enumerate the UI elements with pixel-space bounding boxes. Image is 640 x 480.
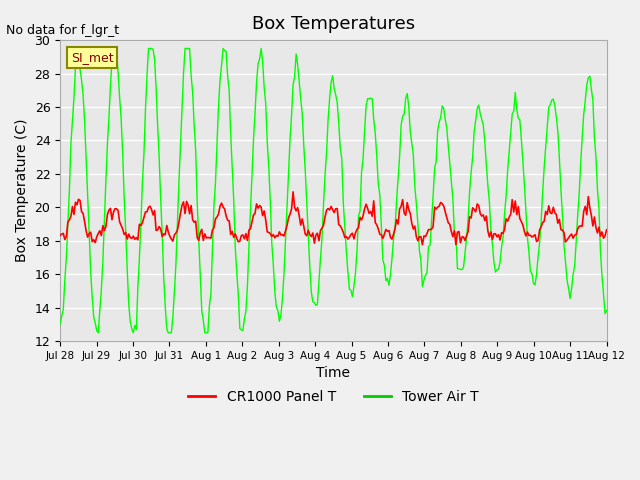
Legend: CR1000 Panel T, Tower Air T: CR1000 Panel T, Tower Air T [182,384,484,409]
Title: Box Temperatures: Box Temperatures [252,15,415,33]
X-axis label: Time: Time [316,366,350,381]
Y-axis label: Box Temperature (C): Box Temperature (C) [15,119,29,263]
Text: No data for f_lgr_t: No data for f_lgr_t [6,24,120,36]
Text: SI_met: SI_met [71,51,114,64]
